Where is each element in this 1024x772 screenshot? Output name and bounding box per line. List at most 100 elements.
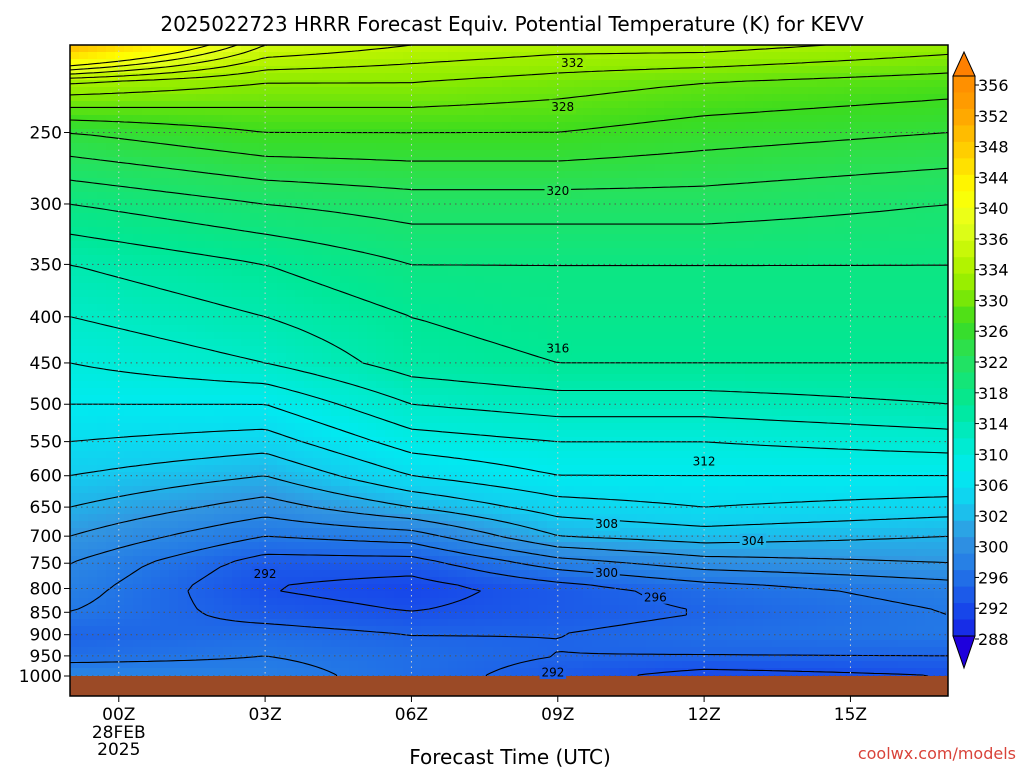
heatmap-cell xyxy=(232,213,242,221)
heatmap-cell xyxy=(349,640,359,648)
heatmap-cell xyxy=(547,395,557,403)
heatmap-cell xyxy=(502,395,512,403)
heatmap-cell xyxy=(475,241,485,249)
heatmap-cell xyxy=(313,626,323,634)
heatmap-cell xyxy=(97,528,107,536)
heatmap-cell xyxy=(205,339,215,347)
heatmap-cell xyxy=(439,262,449,270)
heatmap-cell xyxy=(367,157,377,165)
heatmap-cell xyxy=(385,199,395,207)
heatmap-cell xyxy=(331,276,341,284)
heatmap-cell xyxy=(385,122,395,130)
heatmap-cell xyxy=(394,437,404,445)
heatmap-cell xyxy=(187,612,197,620)
heatmap-cell xyxy=(511,381,521,389)
heatmap-cell xyxy=(502,164,512,172)
heatmap-cell xyxy=(349,661,359,669)
heatmap-cell xyxy=(142,661,152,669)
heatmap-cell xyxy=(277,276,287,284)
heatmap-cell xyxy=(340,556,350,564)
heatmap-cell xyxy=(313,45,323,53)
heatmap-cell xyxy=(250,73,260,81)
heatmap-cell xyxy=(115,108,125,116)
heatmap-cell xyxy=(88,115,98,123)
heatmap-cell xyxy=(430,444,440,452)
heatmap-cell xyxy=(493,591,503,599)
heatmap-cell xyxy=(124,115,134,123)
heatmap-cell xyxy=(106,87,116,95)
heatmap-cell xyxy=(241,605,251,613)
heatmap-cell xyxy=(124,178,134,186)
heatmap-cell xyxy=(97,164,107,172)
heatmap-cell xyxy=(187,633,197,641)
heatmap-cell xyxy=(115,52,125,60)
heatmap-cell xyxy=(160,598,170,606)
heatmap-cell xyxy=(466,248,476,256)
heatmap-cell xyxy=(439,514,449,522)
heatmap-cell xyxy=(232,360,242,368)
heatmap-cell xyxy=(241,108,251,116)
heatmap-cell xyxy=(241,626,251,634)
heatmap-cell xyxy=(205,423,215,431)
heatmap-cell xyxy=(349,192,359,200)
heatmap-cell xyxy=(466,458,476,466)
heatmap-cell xyxy=(259,227,269,235)
heatmap-cell xyxy=(151,80,161,88)
heatmap-cell xyxy=(367,346,377,354)
heatmap-cell xyxy=(475,101,485,109)
heatmap-cell xyxy=(538,150,548,158)
heatmap-cell xyxy=(214,80,224,88)
heatmap-cell xyxy=(439,318,449,326)
heatmap-cell xyxy=(106,129,116,137)
heatmap-cell xyxy=(160,556,170,564)
heatmap-cell xyxy=(358,304,368,312)
heatmap-cell xyxy=(277,416,287,424)
heatmap-cell xyxy=(376,360,386,368)
heatmap-cell xyxy=(124,150,134,158)
heatmap-cell xyxy=(286,668,296,676)
heatmap-cell xyxy=(502,346,512,354)
heatmap-cell xyxy=(340,346,350,354)
heatmap-cell xyxy=(349,451,359,459)
heatmap-cell xyxy=(277,367,287,375)
heatmap-cell xyxy=(349,164,359,172)
heatmap-cell xyxy=(493,360,503,368)
heatmap-cell xyxy=(457,367,467,375)
heatmap-cell xyxy=(70,479,80,487)
heatmap-cell xyxy=(340,416,350,424)
heatmap-cell xyxy=(412,185,422,193)
heatmap-cell xyxy=(502,311,512,319)
heatmap-cell xyxy=(97,486,107,494)
heatmap-cell xyxy=(259,612,269,620)
heatmap-cell xyxy=(448,276,458,284)
heatmap-cell xyxy=(214,73,224,81)
heatmap-cell xyxy=(439,192,449,200)
heatmap-cell xyxy=(151,591,161,599)
heatmap-cell xyxy=(133,360,143,368)
heatmap-cell xyxy=(448,360,458,368)
heatmap-cell xyxy=(178,563,188,571)
heatmap-cell xyxy=(529,185,539,193)
heatmap-cell xyxy=(313,367,323,375)
heatmap-cell xyxy=(295,59,305,67)
heatmap-cell xyxy=(529,465,539,473)
heatmap-cell xyxy=(358,416,368,424)
heatmap-cell xyxy=(277,178,287,186)
heatmap-cell xyxy=(331,549,341,557)
heatmap-cell xyxy=(484,297,494,305)
heatmap-cell xyxy=(322,647,332,655)
heatmap-cell xyxy=(349,465,359,473)
heatmap-cell xyxy=(178,45,188,53)
heatmap-cell xyxy=(547,500,557,508)
heatmap-cell xyxy=(385,297,395,305)
heatmap-cell xyxy=(88,451,98,459)
heatmap-cell xyxy=(115,318,125,326)
heatmap-cell xyxy=(160,59,170,67)
heatmap-cell xyxy=(538,73,548,81)
heatmap-cell xyxy=(106,409,116,417)
heatmap-cell xyxy=(529,164,539,172)
heatmap-cell xyxy=(196,668,206,676)
heatmap-cell xyxy=(169,45,179,53)
heatmap-cell xyxy=(223,339,233,347)
heatmap-cell xyxy=(286,150,296,158)
